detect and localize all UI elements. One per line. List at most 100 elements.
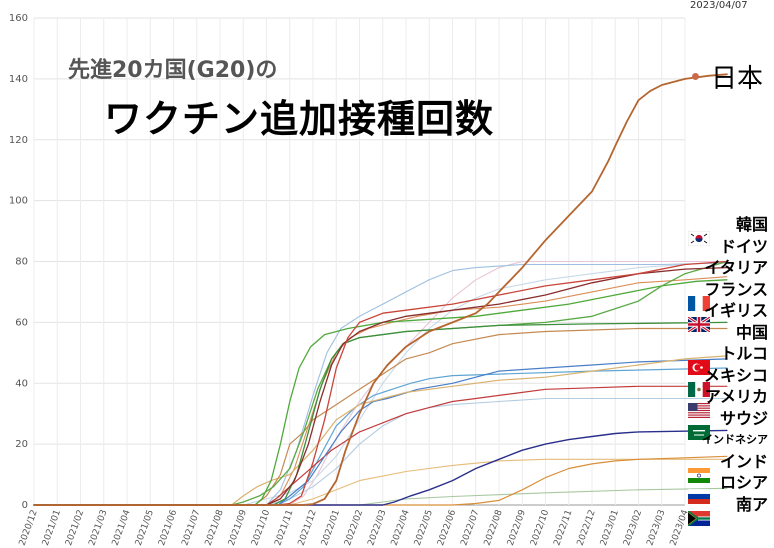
x-tick-label: 2022/03 bbox=[366, 509, 388, 548]
series-line-mexico bbox=[33, 358, 728, 506]
x-tick-label: 2022/10 bbox=[529, 508, 551, 547]
japan-label: 日本 bbox=[692, 58, 763, 95]
legend-item-ru: ロシア bbox=[684, 473, 774, 504]
legend-label: フランス bbox=[704, 279, 768, 299]
x-tick-label: 2021/03 bbox=[87, 509, 109, 548]
legend-label: トルコ bbox=[720, 344, 768, 363]
series-line-canada bbox=[33, 262, 728, 506]
legend-item-it: イタリア bbox=[684, 258, 774, 278]
x-axis-ticks: 2020/12 2021/01 2021/02 2021/03 2021/04 2021/… bbox=[18, 508, 691, 547]
us-flag-icon bbox=[688, 403, 710, 418]
legend-item-cn: 中国 bbox=[684, 323, 774, 343]
japan-dot-icon bbox=[692, 73, 699, 80]
y-tick-label: 60 bbox=[15, 317, 28, 328]
series-lines bbox=[33, 73, 728, 506]
legend-label: 南ア bbox=[735, 494, 768, 514]
y-axis-ticks: 0 20 40 60 80 100 120 140 160 bbox=[9, 13, 28, 511]
legend-label: インドネシア bbox=[702, 433, 768, 446]
x-tick-label: 2021/10 bbox=[250, 508, 272, 547]
legend-item-za: 南ア bbox=[684, 494, 774, 526]
series-line-russia bbox=[33, 458, 728, 506]
legend-item-id: インドネシア bbox=[684, 430, 774, 450]
legend-label: イギリス bbox=[703, 301, 768, 320]
y-tick-label: 20 bbox=[15, 439, 28, 450]
x-tick-label: 2022/05 bbox=[413, 509, 435, 548]
y-tick-label: 120 bbox=[9, 135, 28, 146]
x-tick-label: 2021/12 bbox=[297, 509, 319, 548]
x-tick-label: 2022/04 bbox=[390, 508, 412, 547]
x-tick-label: 2021/04 bbox=[111, 508, 133, 547]
series-line-italy bbox=[33, 321, 728, 506]
legend-label: ドイツ bbox=[719, 236, 768, 256]
legend-label: 中国 bbox=[735, 322, 768, 342]
series-line-indonesia bbox=[33, 429, 728, 506]
legend-item-fr: フランス bbox=[684, 279, 774, 311]
series-line-saudi-arabia bbox=[33, 367, 728, 506]
series-line-australia bbox=[33, 397, 728, 506]
x-tick-label: 2023/03 bbox=[645, 509, 667, 548]
japan-label-text: 日本 bbox=[711, 64, 764, 94]
tr-flag-icon bbox=[688, 360, 710, 375]
x-tick-label: 2021/11 bbox=[273, 509, 295, 548]
legend-item-sa: サウジ bbox=[684, 409, 774, 440]
x-tick-label: 2022/09 bbox=[506, 508, 528, 547]
x-tick-label: 2021/01 bbox=[41, 509, 63, 548]
x-tick-label: 2023/01 bbox=[599, 509, 621, 548]
series-line-brazil bbox=[33, 260, 728, 506]
y-tick-label: 80 bbox=[15, 257, 28, 268]
x-tick-label: 2022/11 bbox=[552, 509, 574, 548]
legend-item-tr: トルコ bbox=[684, 344, 774, 375]
gb-flag-icon bbox=[688, 317, 710, 332]
series-line-south-korea bbox=[33, 260, 728, 506]
y-tick-label: 160 bbox=[9, 13, 28, 24]
y-tick-label: 40 bbox=[15, 378, 28, 389]
legend-item-de: ドイツ bbox=[684, 237, 774, 257]
x-tick-label: 2022/06 bbox=[436, 508, 458, 547]
legend-label: ロシア bbox=[719, 473, 768, 492]
fr-flag-icon bbox=[688, 295, 710, 311]
series-line-united-kingdom bbox=[33, 279, 728, 506]
series-line-japan bbox=[33, 73, 728, 506]
legend-label: インド bbox=[719, 451, 768, 471]
y-tick-label: 0 bbox=[22, 500, 28, 511]
x-tick-label: 2020/12 bbox=[18, 509, 40, 548]
kr-flag-icon bbox=[688, 231, 710, 246]
x-tick-label: 2022/02 bbox=[343, 509, 365, 548]
series-line-turkey bbox=[33, 355, 728, 506]
legend-item-mx: メキシコ bbox=[684, 365, 774, 397]
chart-grid bbox=[33, 17, 686, 506]
x-tick-label: 2022/12 bbox=[576, 509, 598, 548]
legend-label: メキシコ bbox=[703, 365, 768, 385]
x-tick-label: 2021/06 bbox=[157, 508, 179, 547]
legend-item-kr: 韓国 bbox=[684, 215, 774, 246]
x-tick-label: 2021/09 bbox=[227, 508, 249, 547]
legend-label: 韓国 bbox=[735, 215, 768, 234]
ru-flag-icon bbox=[688, 489, 710, 504]
x-tick-label: 2021/05 bbox=[134, 509, 156, 548]
series-line-germany bbox=[33, 266, 728, 506]
y-tick-label: 100 bbox=[9, 196, 28, 207]
series-line-south-africa bbox=[33, 487, 728, 506]
legend-item-in: インド bbox=[684, 451, 774, 483]
chart-subtitle: 先進20カ国(G20)の bbox=[68, 58, 278, 83]
mx-flag-icon bbox=[688, 381, 710, 397]
date-stamp: 2023/04/07 bbox=[690, 0, 748, 11]
series-line-argentina bbox=[33, 260, 728, 506]
series-line-china bbox=[33, 327, 728, 506]
sa-flag-icon bbox=[688, 424, 710, 440]
x-tick-label: 2022/01 bbox=[320, 509, 342, 548]
series-line-india bbox=[33, 455, 728, 506]
x-tick-label: 2022/08 bbox=[483, 508, 505, 547]
series-line-european-union bbox=[33, 276, 728, 506]
legend-item-gb: イギリス bbox=[684, 301, 774, 332]
x-tick-label: 2021/07 bbox=[180, 509, 202, 548]
za-flag-icon bbox=[688, 510, 710, 526]
legend-item-us: アメリカ bbox=[684, 387, 774, 418]
x-tick-label: 2023/02 bbox=[622, 509, 644, 548]
chart-title: ワクチン追加接種回数 bbox=[104, 97, 495, 141]
in-flag-icon bbox=[688, 467, 710, 483]
x-tick-label: 2022/07 bbox=[459, 509, 481, 548]
series-line-united-states bbox=[33, 385, 728, 506]
x-tick-label: 2021/08 bbox=[204, 508, 226, 547]
